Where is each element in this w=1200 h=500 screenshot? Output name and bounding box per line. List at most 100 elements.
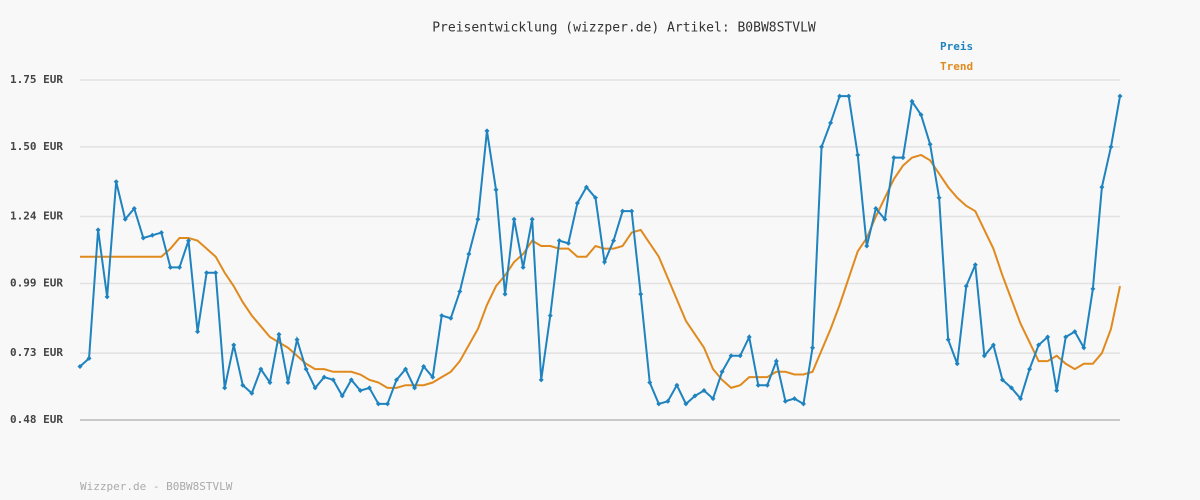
point-marker — [285, 380, 291, 386]
point-marker — [891, 155, 897, 161]
point-marker — [574, 200, 580, 206]
point-marker — [348, 377, 354, 383]
point-marker — [773, 358, 779, 364]
point-marker — [113, 179, 119, 185]
point-marker — [837, 93, 843, 99]
point-marker — [602, 259, 608, 265]
point-marker — [403, 366, 409, 372]
point-marker — [683, 401, 689, 407]
point-marker — [122, 216, 128, 222]
point-marker — [375, 401, 381, 407]
point-marker — [204, 270, 210, 276]
point-marker — [719, 369, 725, 375]
y-tick-label: 1.75 EUR — [10, 73, 63, 86]
point-marker — [972, 262, 978, 268]
point-marker — [339, 393, 345, 399]
point-marker — [1045, 334, 1051, 340]
legend-label: Preis — [940, 40, 973, 53]
point-marker — [1054, 388, 1060, 394]
point-marker — [95, 227, 101, 233]
series-line — [80, 153, 1121, 389]
point-marker — [303, 366, 309, 372]
point-marker — [484, 128, 490, 134]
point-marker — [195, 329, 201, 335]
point-marker — [954, 361, 960, 367]
point-marker — [448, 315, 454, 321]
point-marker — [140, 235, 146, 241]
point-marker — [439, 313, 445, 319]
point-marker — [620, 208, 626, 214]
point-marker — [638, 291, 644, 297]
y-tick-label: 0.48 EUR — [10, 413, 63, 426]
point-marker — [231, 342, 237, 348]
point-marker — [1036, 342, 1042, 348]
point-marker — [583, 184, 589, 190]
point-marker — [674, 382, 680, 388]
point-marker — [538, 377, 544, 383]
point-marker — [755, 382, 761, 388]
point-marker — [710, 396, 716, 402]
y-tick-label: 0.99 EUR — [10, 276, 63, 289]
point-marker — [782, 398, 788, 404]
y-tick-label: 0.73 EUR — [10, 346, 63, 359]
point-marker — [186, 238, 192, 244]
point-marker — [565, 240, 571, 246]
point-marker — [167, 264, 173, 270]
y-tick-label: 1.50 EUR — [10, 140, 63, 153]
point-marker — [104, 294, 110, 300]
point-marker — [1072, 329, 1078, 335]
point-marker — [547, 313, 553, 319]
point-marker — [457, 288, 463, 294]
point-marker — [909, 98, 915, 104]
point-marker — [882, 216, 888, 222]
point-marker — [981, 353, 987, 359]
point-marker — [791, 396, 797, 402]
point-marker — [927, 141, 933, 147]
point-marker — [312, 385, 318, 391]
point-marker — [611, 238, 617, 244]
point-marker — [846, 93, 852, 99]
point-marker — [701, 388, 707, 394]
point-marker — [502, 291, 508, 297]
point-marker — [1099, 184, 1105, 190]
point-marker — [999, 377, 1005, 383]
point-marker — [1063, 334, 1069, 340]
point-marker — [475, 216, 481, 222]
point-marker — [800, 401, 806, 407]
point-marker — [945, 337, 951, 343]
point-marker — [213, 270, 219, 276]
point-marker — [647, 380, 653, 386]
point-marker — [656, 401, 662, 407]
point-marker — [321, 374, 327, 380]
legend-label: Trend — [940, 60, 973, 73]
point-marker — [276, 331, 282, 337]
point-marker — [366, 385, 372, 391]
point-marker — [728, 353, 734, 359]
point-marker — [394, 377, 400, 383]
point-marker — [466, 251, 472, 257]
point-marker — [176, 264, 182, 270]
y-tick-label: 1.24 EUR — [10, 210, 63, 223]
point-marker — [810, 345, 816, 351]
point-marker — [294, 337, 300, 343]
point-marker — [330, 377, 336, 383]
point-marker — [77, 363, 83, 369]
point-marker — [963, 283, 969, 289]
point-marker — [258, 366, 264, 372]
point-marker — [1018, 396, 1024, 402]
point-marker — [990, 342, 996, 348]
point-marker — [764, 382, 770, 388]
chart-title: Preisentwicklung (wizzper.de) Artikel: B… — [432, 21, 816, 36]
point-marker — [828, 120, 834, 126]
point-marker — [900, 155, 906, 161]
point-marker — [240, 382, 246, 388]
point-marker — [1090, 286, 1096, 292]
point-marker — [149, 232, 155, 238]
point-marker — [511, 216, 517, 222]
point-marker — [864, 243, 870, 249]
point-marker — [692, 393, 698, 399]
point-marker — [629, 208, 635, 214]
point-marker — [918, 112, 924, 118]
point-marker — [430, 374, 436, 380]
